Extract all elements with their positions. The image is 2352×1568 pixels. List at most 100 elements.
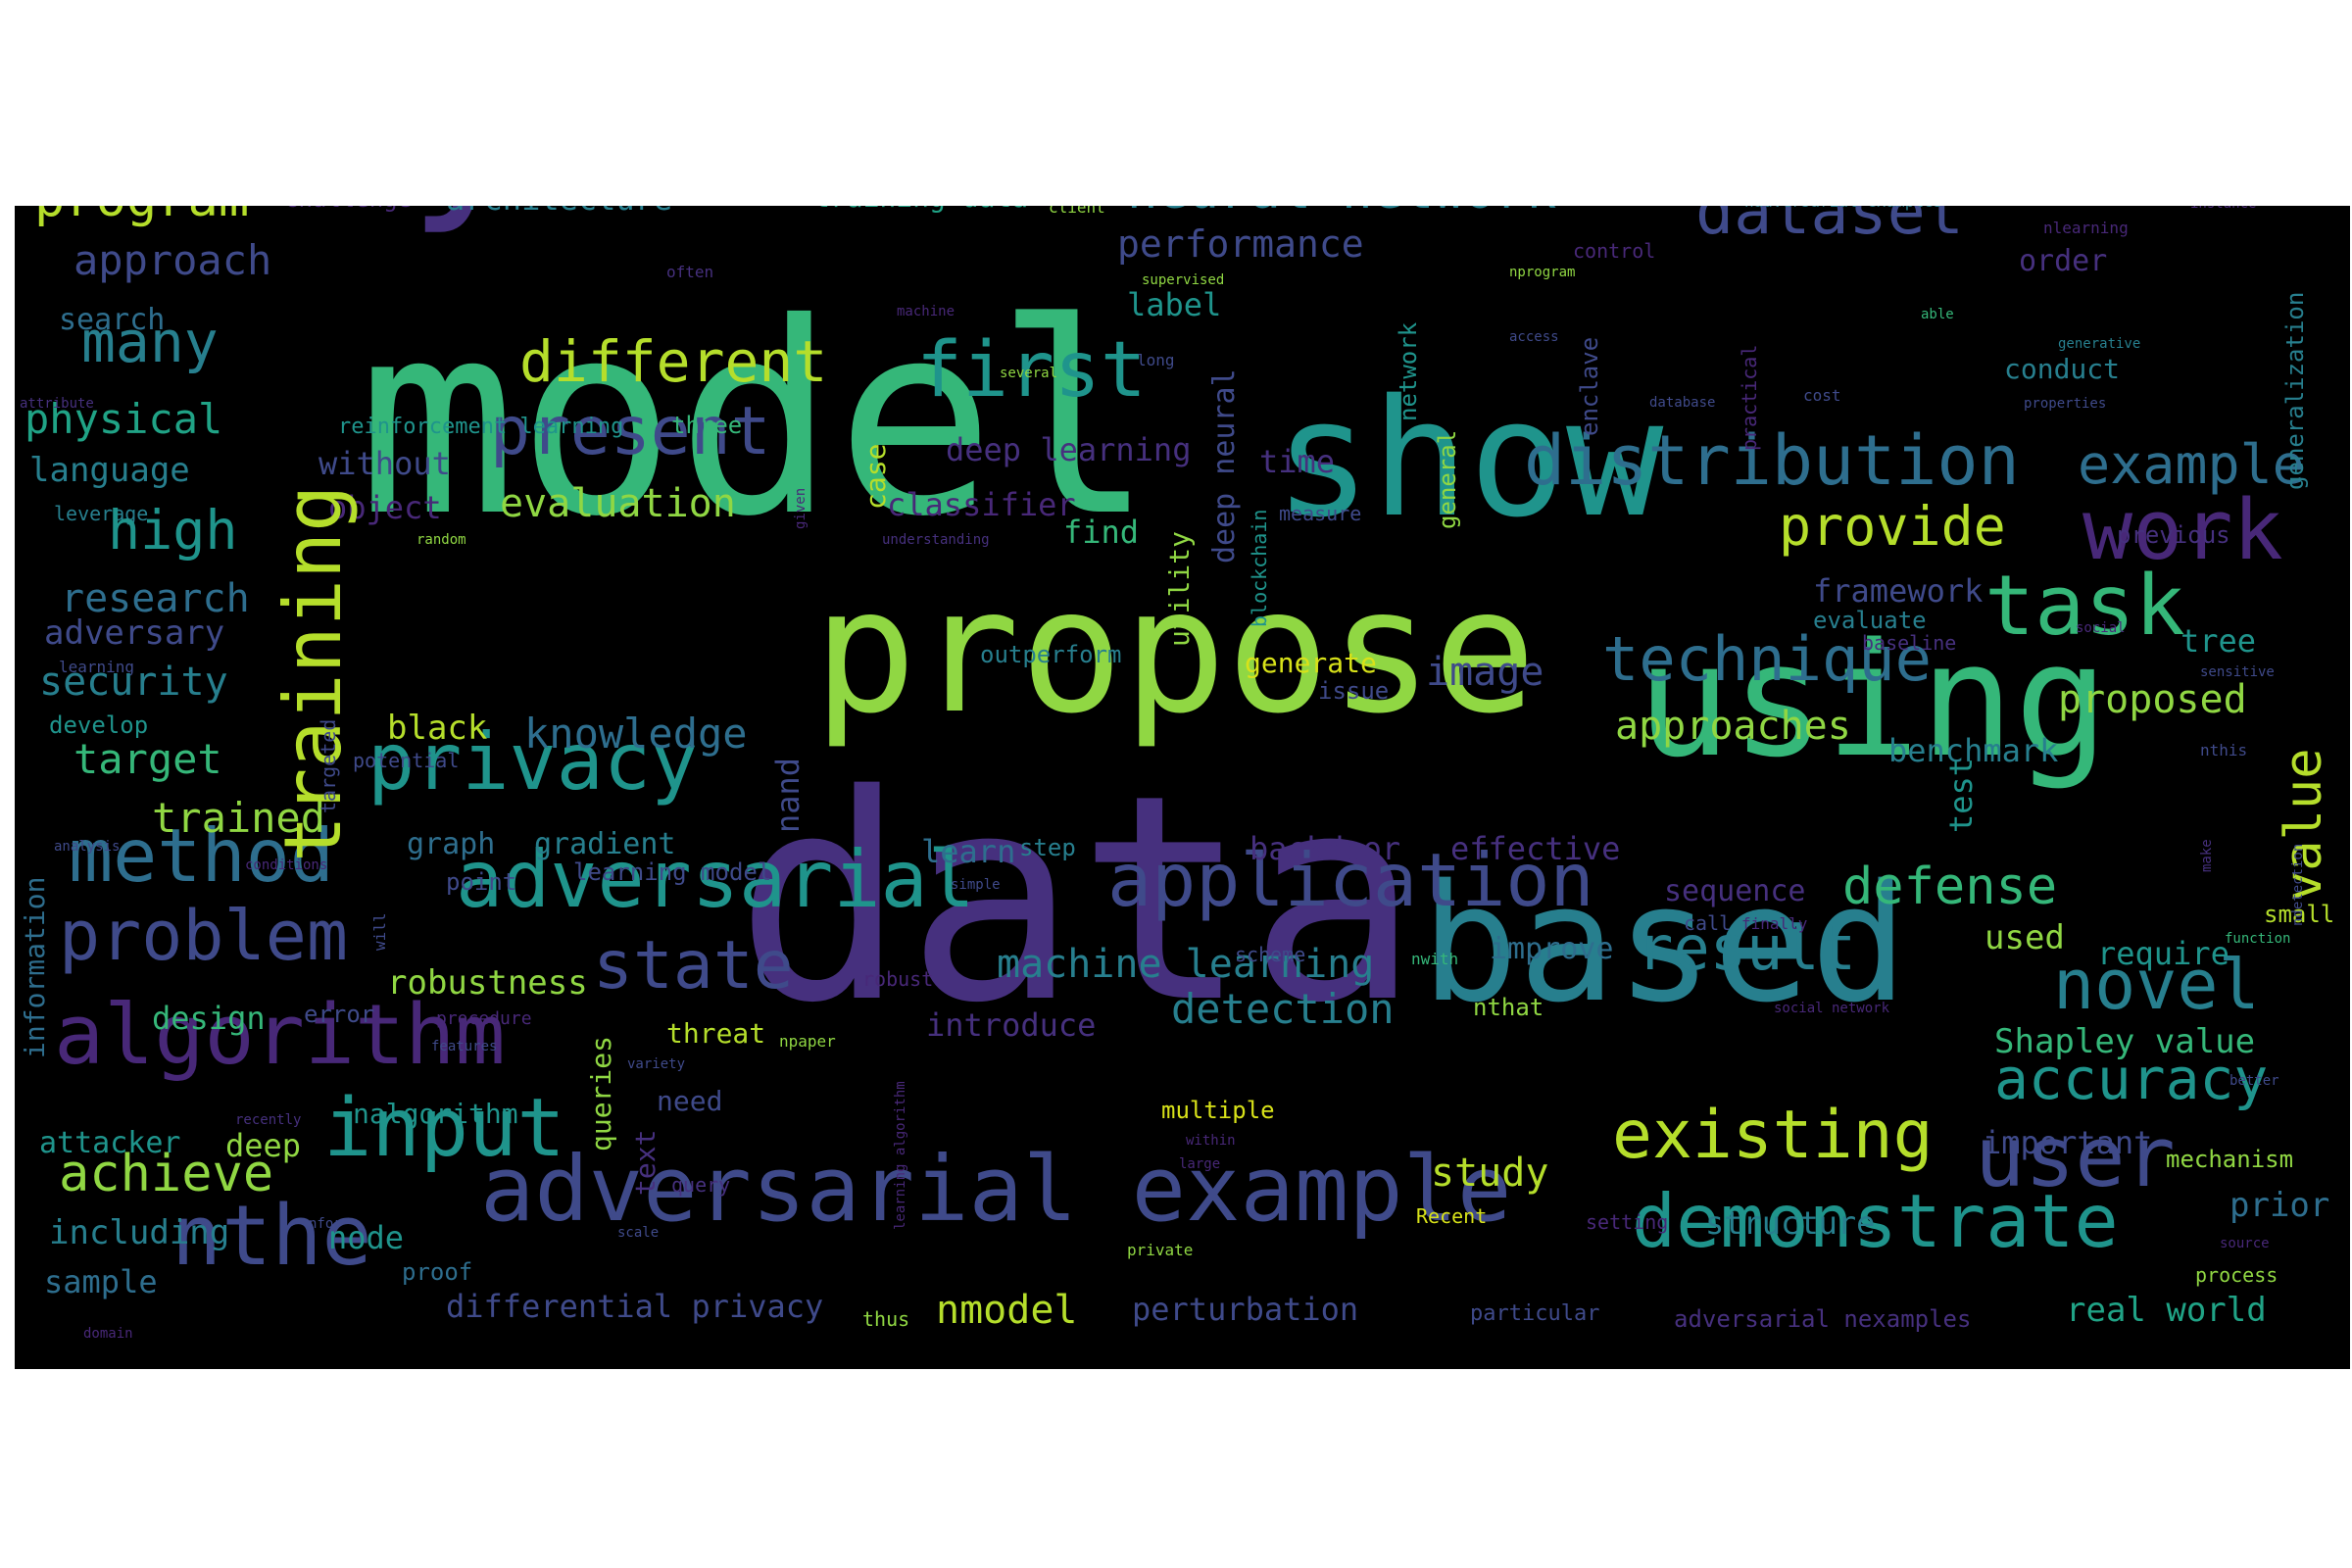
word-queries: queries (585, 1035, 617, 1152)
word-detection: detection (1171, 985, 1395, 1033)
word-generative: generative (2058, 336, 2141, 352)
word-including: including (49, 1213, 230, 1252)
word-conditions: conditions (245, 858, 328, 873)
word-learning: learning (59, 658, 135, 676)
word-outperform: outperform (980, 641, 1122, 668)
word-function: function (2225, 931, 2291, 947)
word-setting: setting (1586, 1210, 1669, 1234)
word-need: need (657, 1085, 723, 1117)
word-find: find (1063, 514, 1140, 551)
word-random: random (416, 532, 466, 548)
word-process: process (2195, 1263, 2278, 1287)
word-finally: finally (1741, 914, 1808, 933)
word-recent: Recent (1416, 1204, 1488, 1228)
word-call: call (1684, 911, 1732, 935)
word-three: three (671, 412, 743, 439)
word-using: using (1637, 609, 2109, 792)
word-long: long (1137, 351, 1175, 369)
word-data: data (735, 735, 1420, 1065)
word-attribute: attribute (20, 396, 94, 412)
word-ndetection: ndetection (2290, 843, 2306, 926)
word-provide: provide (1779, 495, 2006, 558)
word-used: used (1984, 918, 2065, 957)
word-nmodel: nmodel (936, 1288, 1078, 1333)
word-scheme: scheme (1235, 943, 1306, 966)
word-targeted: targeted (317, 718, 340, 813)
word-attacker: attacker (39, 1126, 181, 1160)
word-based: based (1421, 850, 1908, 1038)
word-nlearning: nlearning (2043, 219, 2129, 237)
word-threat: threat (666, 1017, 766, 1050)
word-introduce: introduce (926, 1006, 1097, 1044)
word-generate: generate (1245, 647, 1377, 679)
word-social-network: social network (1774, 1001, 1890, 1016)
word-order: order (2019, 244, 2108, 278)
word-generalization: generalization (2281, 291, 2309, 490)
word-sample: sample (44, 1263, 158, 1300)
word-issue: issue (1318, 677, 1390, 705)
word-model: model (358, 266, 1154, 574)
word-analysis: analysis (54, 839, 121, 855)
word-neural-network: neural network (1127, 206, 1556, 217)
word-conduct: conduct (2004, 353, 2121, 385)
word-multiple: multiple (1161, 1097, 1275, 1124)
word-query: query (671, 1173, 731, 1197)
word-nfor: nfor (309, 1216, 342, 1232)
word-features: features (431, 1039, 498, 1054)
word-high: high (108, 499, 238, 562)
word-npaper: npaper (779, 1032, 836, 1051)
word-test: test (1942, 757, 1980, 833)
word-mechanism: mechanism (2166, 1146, 2294, 1173)
word-potential: potential (353, 749, 460, 772)
word-robustness: robustness (387, 963, 588, 1003)
word-gradient: gradient (534, 827, 676, 861)
word-cloud: attackmodelsystemdatashowproposeusingbas… (15, 206, 2350, 1369)
word-instance: instance (2190, 206, 2256, 211)
word-dataset: dataset (1695, 206, 1964, 249)
word-without: without (318, 445, 451, 482)
word-show: show (1274, 365, 1664, 553)
word-classifier: classifier (887, 486, 1076, 523)
word-small: small (2264, 901, 2335, 928)
word-proposed: proposed (2058, 677, 2247, 722)
word-security: security (39, 660, 228, 705)
word-task: task (1984, 558, 2185, 655)
word-physical: physical (24, 395, 223, 443)
word-differential-privacy: differential privacy (446, 1288, 824, 1325)
word-simple: simple (951, 877, 1001, 893)
word-baseline: baseline (1862, 631, 1957, 655)
word-recently: recently (235, 1112, 302, 1128)
word-nalgorithm: nalgorithm (353, 1098, 518, 1130)
word-previous: previous (2117, 521, 2230, 549)
word-domain: domain (83, 1326, 133, 1342)
word-black: black (387, 709, 488, 748)
word-design: design (152, 1000, 266, 1037)
word-challenge: challenge (284, 206, 412, 211)
word-client: client (1049, 206, 1105, 217)
word-large: large (1179, 1156, 1221, 1172)
word-time: time (1259, 443, 1336, 480)
word-different: different (519, 328, 828, 395)
word-research: research (61, 576, 250, 621)
word-step: step (1019, 834, 1076, 861)
word-training: training (268, 484, 359, 862)
word-access: access (1509, 329, 1559, 345)
word-nand: nand (769, 757, 807, 833)
word-deep-learning: deep learning (946, 431, 1192, 468)
word-state: state (593, 927, 794, 1004)
word-deep: deep (225, 1127, 302, 1164)
word-perturbation: perturbation (1132, 1291, 1359, 1328)
word-user: user (1975, 1109, 2176, 1206)
word-training-data: training data (813, 206, 1028, 212)
word-point: point (446, 868, 517, 896)
word-method: method (69, 812, 334, 899)
word-scale: scale (617, 1225, 660, 1241)
word-backdoor: backdoor (1250, 830, 1401, 867)
word-utility: utility (1163, 530, 1196, 647)
word-practical: practical (1738, 344, 1761, 451)
word-search: search (59, 303, 166, 337)
word-privacy: privacy (368, 716, 699, 808)
word-often: often (666, 263, 714, 281)
word-able: able (1921, 307, 1954, 322)
